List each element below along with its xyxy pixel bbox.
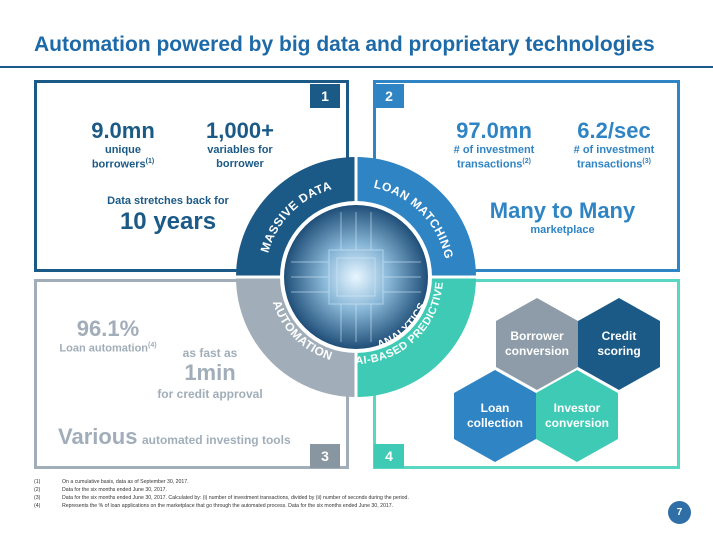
panel-3-number: 3 [310,444,340,468]
stat-value: 1,000+ [206,118,274,143]
stat-value: 9.0mn [91,118,155,143]
fast-label: as fast as [182,346,238,360]
various-big: Various [58,424,138,449]
stat-transactions-rate: 6.2/sec # of investment transactions(3) [554,118,674,171]
panel-2-number: 2 [374,84,404,108]
marketplace-headline: Many to Many marketplace [470,198,655,238]
title-rule [0,66,713,68]
sub: marketplace [530,224,595,237]
hex-credit-scoring: Credit scoring [578,298,660,390]
panel-1-number: 1 [310,84,340,108]
footnote: (4) Represents the % of loan applications… [34,503,394,510]
footnote: (2) Data for the six months ended June 30… [34,487,167,494]
stat-label: # of investment transactions(2) [453,144,535,171]
page-title: Automation powered by big data and propr… [34,33,655,56]
stat-label: unique borrowers(1) [91,144,155,171]
stat-history: Data stretches back for 10 years [88,195,248,237]
fast-value: 1min [184,360,236,386]
various-small: automated investing tools [141,433,291,447]
stat-value: 96.1% [76,316,140,341]
automated-tools: Various automated investing tools [58,424,318,450]
footnote: (1) On a cumulative basis, data as of Sep… [34,479,189,485]
footnotes: (1) On a cumulative basis, data as of Sep… [34,478,409,510]
stat-unique-borrowers: 9.0mn unique borrowers(1) [68,118,178,171]
stat-label: # of investment transactions(3) [573,144,655,171]
page-number: 7 [668,501,691,524]
fast-sub: for credit approval [157,386,263,401]
hex-borrower-conversion: Borrower conversion [496,298,578,390]
stat-loan-automation: 96.1% Loan automation(4) [48,316,168,356]
history-label: Data stretches back for [107,195,229,207]
headline: Many to Many [489,198,636,223]
stat-value: 6.2/sec [577,118,651,143]
stat-variables: 1,000+ variables for borrower [185,118,295,171]
footnote: (3) Data for the six months ended June 30… [34,495,409,502]
history-value: 10 years [119,208,217,236]
hex-investor-conversion: Investor conversion [536,370,618,462]
center-ring-diagram: MASSIVE DATA LOAN MATCHING AUTOMATION AI… [236,157,476,397]
stat-label: variables for borrower [207,144,273,170]
panel-4-number: 4 [374,444,404,468]
hex-loan-collection: Loan collection [454,370,536,462]
stat-value: 97.0mn [456,118,532,143]
chip-image [284,205,428,349]
stat-investment-transactions: 97.0mn # of investment transactions(2) [434,118,554,171]
stat-approval-speed: as fast as 1min for credit approval [150,346,270,401]
stat-label: Loan automation(4) [59,342,157,356]
